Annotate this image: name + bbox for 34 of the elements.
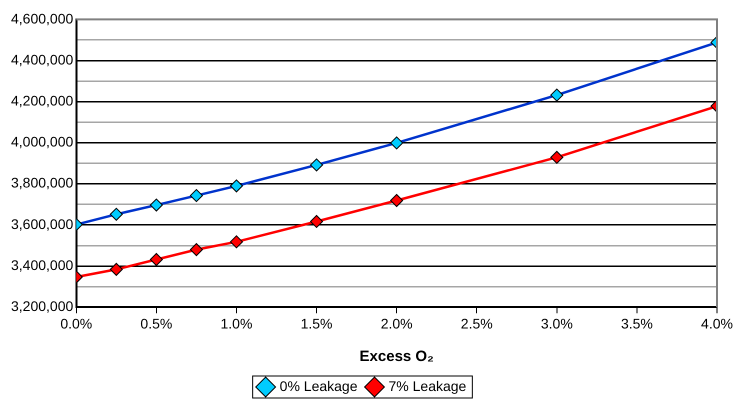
x-tick-label: 1.0% [220,315,252,332]
legend-label: 0% Leakage [280,378,358,394]
x-axis-title: Excess O₂ [360,348,434,366]
y-tick-label: 4,200,000 [10,92,74,108]
x-tick-label: 3.5% [620,315,653,332]
point [110,262,123,276]
point [390,194,404,208]
point [310,158,324,172]
x-tick-label: 4.0% [701,315,733,332]
x-tick-label: 0.5% [140,315,172,332]
y-tick-label: 4,600,000 [10,10,74,26]
y-tick-label: 3,800,000 [10,174,74,191]
point [230,235,243,248]
point [150,198,163,212]
point [110,208,123,221]
point [310,214,324,228]
x-tick-label: 2.0% [380,315,413,332]
point [190,243,203,256]
y-tick-label: 3,400,000 [10,256,74,273]
point [150,253,163,266]
point [390,136,404,150]
x-tick-label: 1.5% [300,315,333,332]
y-tick-label: 4,400,000 [10,51,74,68]
point [190,189,203,202]
point [230,179,243,192]
x-tick-label: 2.5% [460,315,493,332]
y-tick-label: 4,000,000 [10,134,74,150]
x-tick-label: 0.0% [60,315,92,332]
y-tick-label: 3,600,000 [10,216,74,232]
point [550,150,564,164]
point [550,88,564,102]
y-tick-label: 3,200,000 [10,298,74,314]
x-tick-label: 3.0% [540,315,573,332]
legend-label: 7% Leakage [388,378,467,394]
